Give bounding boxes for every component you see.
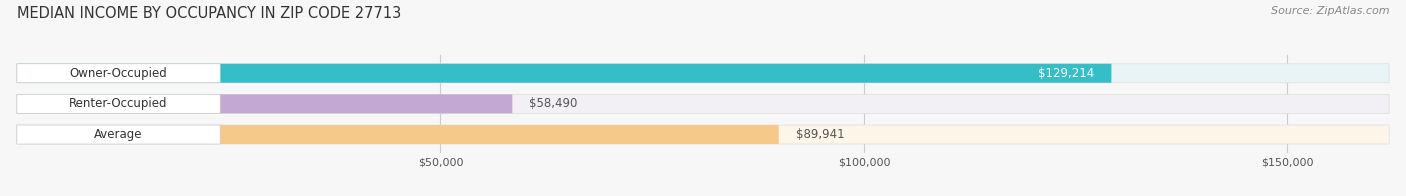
FancyBboxPatch shape (17, 64, 1389, 83)
FancyBboxPatch shape (17, 94, 512, 113)
Text: Source: ZipAtlas.com: Source: ZipAtlas.com (1271, 6, 1389, 16)
FancyBboxPatch shape (17, 94, 221, 113)
Text: Owner-Occupied: Owner-Occupied (70, 67, 167, 80)
Text: $89,941: $89,941 (796, 128, 845, 141)
Text: $129,214: $129,214 (1038, 67, 1094, 80)
Text: $58,490: $58,490 (529, 97, 578, 110)
FancyBboxPatch shape (17, 64, 1111, 83)
FancyBboxPatch shape (17, 64, 221, 83)
FancyBboxPatch shape (17, 125, 779, 144)
Text: Average: Average (94, 128, 143, 141)
Text: Renter-Occupied: Renter-Occupied (69, 97, 167, 110)
FancyBboxPatch shape (17, 125, 1389, 144)
Text: MEDIAN INCOME BY OCCUPANCY IN ZIP CODE 27713: MEDIAN INCOME BY OCCUPANCY IN ZIP CODE 2… (17, 6, 401, 21)
FancyBboxPatch shape (17, 125, 221, 144)
FancyBboxPatch shape (17, 94, 1389, 113)
